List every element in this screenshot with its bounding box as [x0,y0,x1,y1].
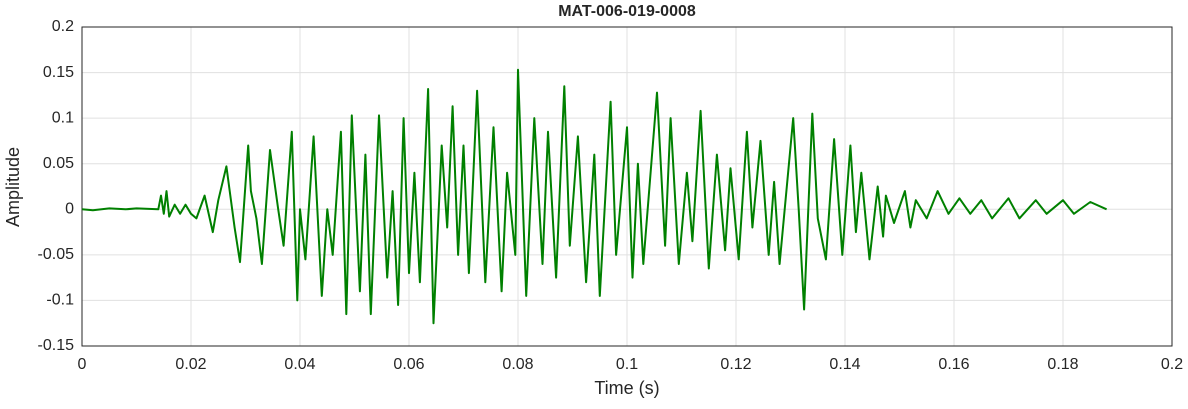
y-tick-label: 0.05 [43,155,74,172]
waveform-line [81,68,1108,325]
y-tick-label: 0.1 [52,109,74,126]
chart-title: MAT-006-019-0008 [558,3,696,20]
x-tick-label: 0.16 [938,356,969,373]
x-tick-label: 0.08 [502,356,533,373]
y-tick-label: 0.15 [43,64,74,81]
x-tick-label: 0 [78,356,87,373]
x-tick-label: 0.18 [1047,356,1078,373]
y-tick-label: -0.1 [46,292,74,309]
x-axis-label: Time (s) [594,378,659,398]
y-axis-label: Amplitude [3,147,23,227]
x-tick-label: 0.2 [1161,356,1183,373]
x-tick-label: 0.06 [393,356,424,373]
x-tick-label: 0.04 [284,356,315,373]
axes-box [81,26,1173,347]
y-tick-label: -0.15 [38,337,75,354]
x-tick-label: 0.1 [616,356,638,373]
x-tick-label: 0.12 [720,356,751,373]
y-tick-label: 0 [65,201,74,218]
x-tick-label: 0.14 [829,356,860,373]
y-tick-label: -0.05 [38,246,75,263]
x-tick-label: 0.02 [175,356,206,373]
y-tick-label: 0.2 [52,18,74,35]
